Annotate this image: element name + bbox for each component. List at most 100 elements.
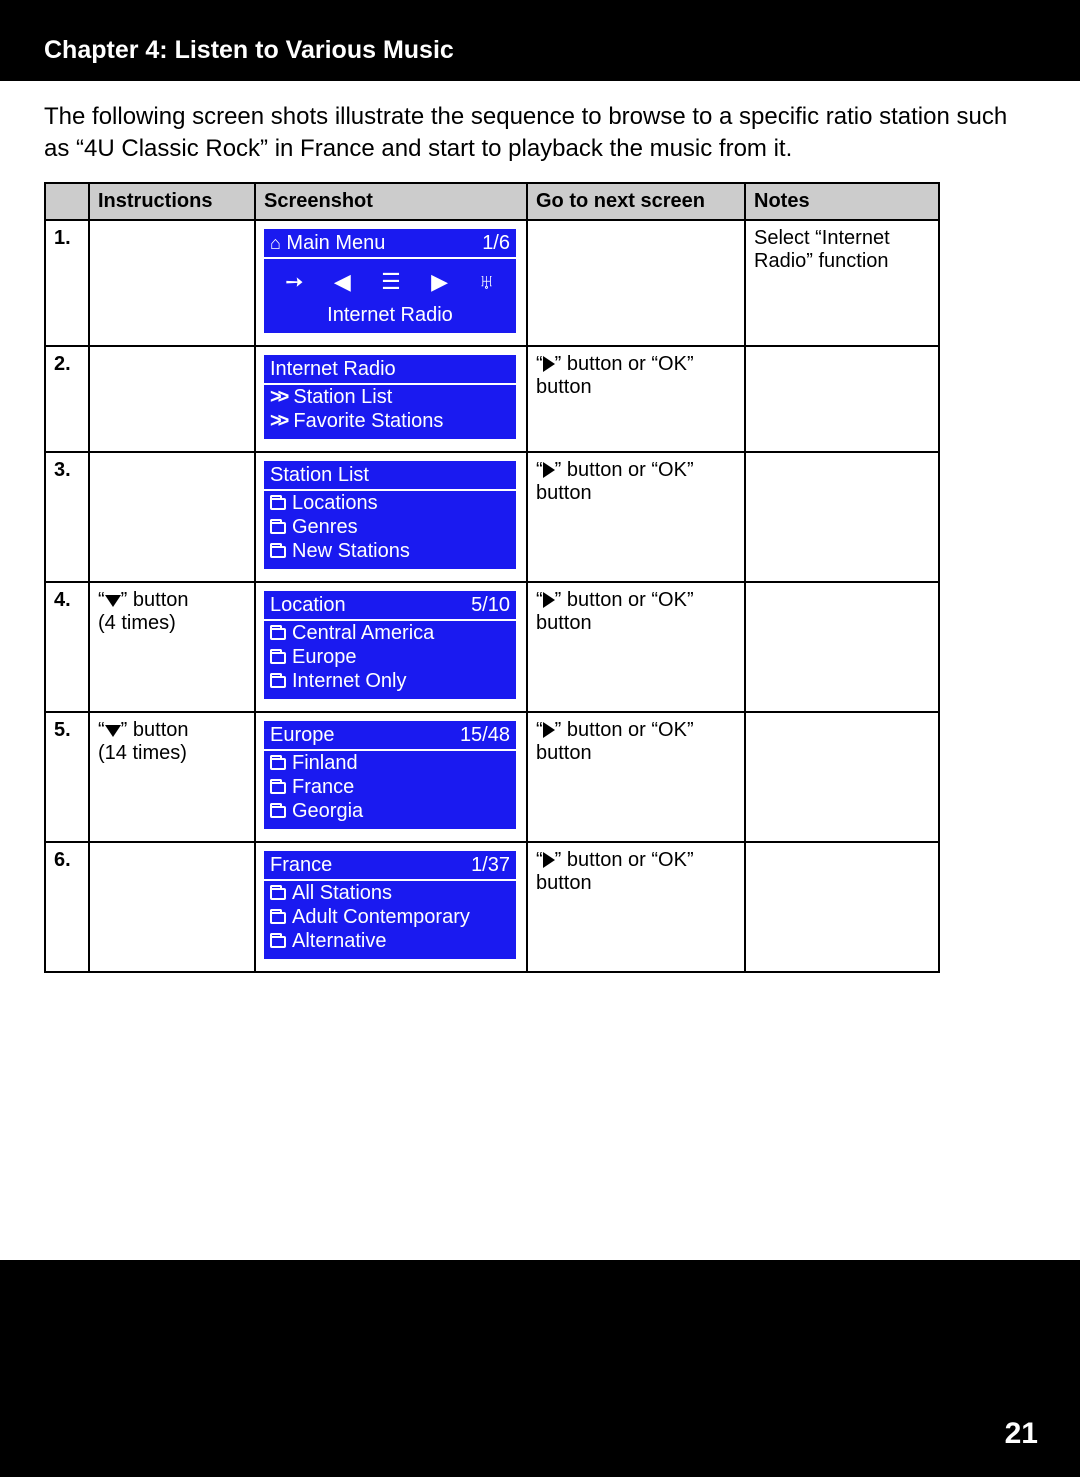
- right-arrow-icon: [543, 592, 555, 608]
- lcd-screenshot: ⌂ Main Menu 1/6 ➙ ◀ ☰ ▶ ♅ Internet Radio: [264, 229, 516, 333]
- instructions-cell: [89, 220, 255, 346]
- lcd-list-item: Alternative: [264, 929, 516, 953]
- row-number: 1.: [45, 220, 89, 346]
- instructions-cell: “” button(4 times): [89, 582, 255, 712]
- wrench-icon: ➙: [285, 269, 303, 295]
- right-arrow-icon: [543, 722, 555, 738]
- instructions-cell: [89, 346, 255, 452]
- screenshot-cell: Location 5/10 Central AmericaEuropeInter…: [255, 582, 527, 712]
- lcd-item-label: Genres: [292, 515, 358, 539]
- table-row: 6. France 1/37 All StationsAdult Contemp…: [45, 842, 939, 972]
- lcd-list-item: Genres: [264, 515, 516, 539]
- row-number: 5.: [45, 712, 89, 842]
- lcd-item-label: Adult Contemporary: [292, 905, 470, 929]
- lcd-title-right: 5/10: [471, 593, 510, 617]
- lcd-title-left: Europe: [270, 723, 335, 747]
- lcd-list-item: Central America: [264, 621, 516, 645]
- instructions-times: (4 times): [98, 612, 176, 634]
- left-arrow-icon: ◀: [334, 269, 351, 295]
- table-row: 2. Internet Radio >>Station List>>Favori…: [45, 346, 939, 452]
- lcd-title-left: ⌂ Main Menu: [270, 231, 385, 255]
- page-number: 21: [955, 1387, 1080, 1477]
- lcd-title-right: 15/48: [460, 723, 510, 747]
- right-arrow-icon: [543, 356, 555, 372]
- folder-icon: [270, 888, 286, 900]
- lcd-item-label: New Stations: [292, 539, 410, 563]
- right-arrow-icon: ▶: [431, 269, 448, 295]
- table-row: 5. “” button(14 times) Europe 15/48 Finl…: [45, 712, 939, 842]
- lcd-list-item: Internet Only: [264, 669, 516, 693]
- notes-cell: [745, 842, 939, 972]
- lcd-screenshot: Internet Radio >>Station List>>Favorite …: [264, 355, 516, 439]
- notes-cell: [745, 346, 939, 452]
- instructions-times: (14 times): [98, 742, 187, 764]
- lcd-title-left: France: [270, 853, 332, 877]
- lcd-title-left: Station List: [270, 463, 369, 487]
- lcd-item-label: Alternative: [292, 929, 387, 953]
- folder-icon: [270, 806, 286, 818]
- row-number: 4.: [45, 582, 89, 712]
- row-number: 6.: [45, 842, 89, 972]
- screenshot-cell: Europe 15/48 FinlandFranceGeorgia: [255, 712, 527, 842]
- lcd-list-item: Europe: [264, 645, 516, 669]
- lcd-list-item: Locations: [264, 491, 516, 515]
- notes-cell: [745, 582, 939, 712]
- lcd-item-label: France: [292, 775, 354, 799]
- col-screenshot: Screenshot: [255, 183, 527, 220]
- folder-icon: [270, 758, 286, 770]
- folder-icon: [270, 546, 286, 558]
- chapter-title: Chapter 4: Listen to Various Music: [44, 36, 454, 64]
- row-number: 2.: [45, 346, 89, 452]
- lcd-screenshot: Europe 15/48 FinlandFranceGeorgia: [264, 721, 516, 829]
- goto-cell: “” button or “OK” button: [527, 346, 745, 452]
- lcd-item-label: Europe: [292, 645, 357, 669]
- screenshot-cell: Station List LocationsGenresNew Stations: [255, 452, 527, 582]
- right-arrow-icon: [543, 852, 555, 868]
- lcd-item-label: Station List: [293, 385, 392, 409]
- lcd-list-item: >>Favorite Stations: [264, 409, 516, 433]
- lcd-title-right: 1/6: [482, 231, 510, 255]
- lcd-item-label: All Stations: [292, 881, 392, 905]
- lcd-icon-row: ➙ ◀ ☰ ▶ ♅: [264, 259, 516, 301]
- notes-cell: [745, 452, 939, 582]
- table-row: 1. ⌂ Main Menu 1/6 ➙ ◀ ☰ ▶ ♅ Internet Ra…: [45, 220, 939, 346]
- folder-icon: [270, 936, 286, 948]
- lcd-list-item: >>Station List: [264, 385, 516, 409]
- folder-icon: [270, 628, 286, 640]
- goto-cell: [527, 220, 745, 346]
- list-icon: ☰: [381, 269, 401, 295]
- lcd-list-item: France: [264, 775, 516, 799]
- lcd-title-left: Internet Radio: [270, 357, 396, 381]
- steps-table: Instructions Screenshot Go to next scree…: [44, 182, 940, 973]
- notes-cell: Select “Internet Radio” function: [745, 220, 939, 346]
- lcd-list-item: Georgia: [264, 799, 516, 823]
- lcd-screenshot: France 1/37 All StationsAdult Contempora…: [264, 851, 516, 959]
- col-goto: Go to next screen: [527, 183, 745, 220]
- folder-icon: [270, 498, 286, 510]
- lcd-item-label: Georgia: [292, 799, 363, 823]
- table-row: 4. “” button(4 times) Location 5/10 Cent…: [45, 582, 939, 712]
- folder-icon: [270, 912, 286, 924]
- goto-cell: “” button or “OK” button: [527, 842, 745, 972]
- instructions-cell: [89, 452, 255, 582]
- lcd-list-item: Finland: [264, 751, 516, 775]
- table-row: 3. Station List LocationsGenresNew Stati…: [45, 452, 939, 582]
- lcd-list-item: New Stations: [264, 539, 516, 563]
- lcd-title-right: 1/37: [471, 853, 510, 877]
- down-arrow-icon: [105, 595, 121, 607]
- lcd-caption: Internet Radio: [264, 301, 516, 333]
- instructions-cell: [89, 842, 255, 972]
- folder-icon: [270, 782, 286, 794]
- notes-cell: [745, 712, 939, 842]
- lcd-list-item: Adult Contemporary: [264, 905, 516, 929]
- folder-icon: [270, 652, 286, 664]
- antenna-icon: ♅: [478, 269, 495, 295]
- lcd-item-label: Locations: [292, 491, 378, 515]
- lcd-screenshot: Location 5/10 Central AmericaEuropeInter…: [264, 591, 516, 699]
- goto-cell: “” button or “OK” button: [527, 582, 745, 712]
- folder-icon: [270, 676, 286, 688]
- screenshot-cell: France 1/37 All StationsAdult Contempora…: [255, 842, 527, 972]
- intro-paragraph: The following screen shots illustrate th…: [0, 81, 1080, 182]
- lcd-title-left: Location: [270, 593, 346, 617]
- lcd-item-label: Central America: [292, 621, 434, 645]
